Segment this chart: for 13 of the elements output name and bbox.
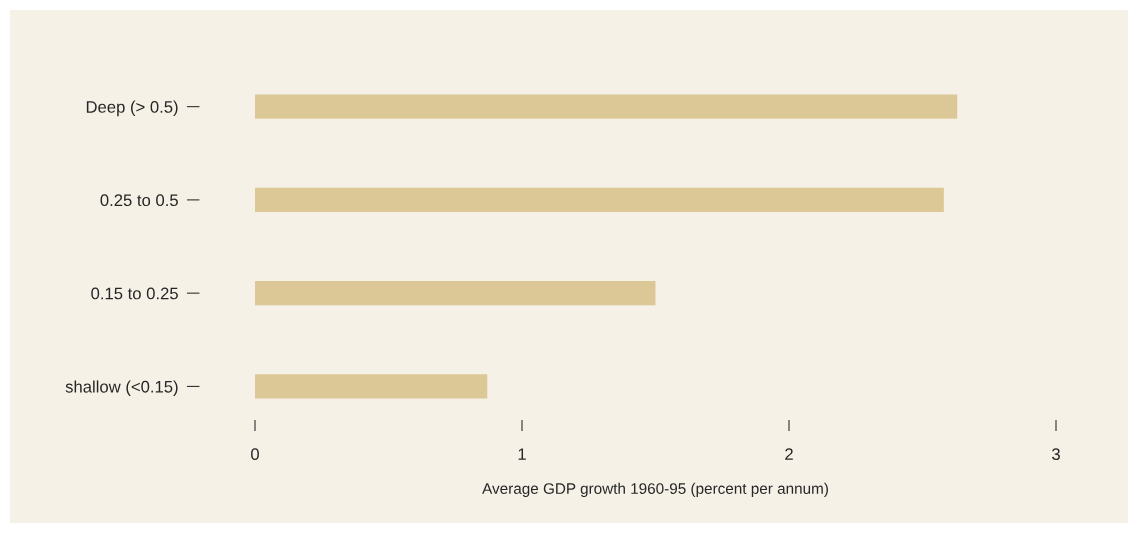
x-tick-label: 1: [518, 448, 526, 460]
bar: [255, 187, 944, 213]
y-tick-label: Deep (> 0.5): [86, 100, 178, 117]
bar: [255, 281, 656, 306]
x-tick-label: 0: [251, 448, 259, 461]
bar: [255, 94, 958, 119]
y-tick-label: 0.15 to 0.25: [91, 287, 178, 300]
x-tick-label: 2: [785, 448, 793, 460]
x-tick-label: 3: [1052, 448, 1060, 461]
y-tick-label: shallow (<0.15): [65, 380, 178, 396]
x-axis-title: Average GDP growth 1960-95 (percent per annum): [482, 482, 828, 497]
bar: [255, 374, 488, 399]
y-tick-label: 0.25 to 0.5: [100, 194, 178, 207]
